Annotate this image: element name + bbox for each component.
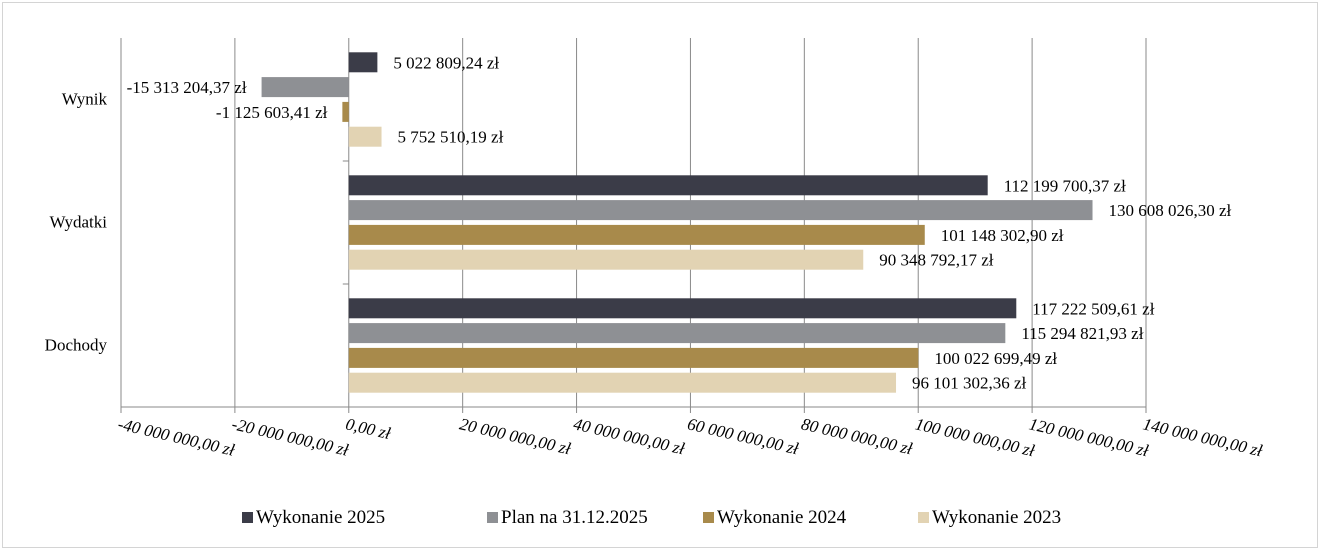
data-label: 100 022 699,49 zł: [934, 349, 1057, 368]
category-label: Dochody: [45, 336, 108, 355]
data-labels: 5 022 809,24 zł -15 313 204,37 zł -1 125 6…: [127, 53, 1232, 392]
bar: [348, 249, 864, 270]
x-tick-label: -20 000 000,00 zł: [230, 414, 351, 460]
data-label: 101 148 302,90 zł: [941, 226, 1064, 245]
bar: [348, 224, 925, 245]
legend-label: Wykonanie 2024: [717, 507, 847, 528]
x-tick-label: 80 000 000,00 zł: [799, 414, 915, 458]
category-label: Wynik: [62, 90, 108, 109]
bar: [348, 323, 1006, 344]
legend: Wykonanie 2025 Plan na 31.12.2025 Wykonani…: [242, 507, 1061, 528]
data-label: 130 608 026,30 zł: [1109, 201, 1232, 220]
bar: [348, 52, 378, 73]
data-label: 112 199 700,37 zł: [1004, 176, 1126, 195]
legend-swatch: [487, 512, 498, 523]
legend-swatch: [918, 512, 929, 523]
x-tick-label: 60 000 000,00 zł: [686, 414, 802, 458]
category-label: Wydatki: [49, 213, 107, 232]
bar: [348, 347, 919, 368]
data-label: -15 313 204,37 zł: [127, 78, 247, 97]
legend-swatch: [242, 512, 253, 523]
bars: [261, 52, 1093, 393]
x-tick-labels: -40 000 000,00 zł-20 000 000,00 zł0,00 z…: [116, 414, 1265, 460]
legend-label: Wykonanie 2025: [256, 507, 385, 528]
data-label: 96 101 302,36 zł: [912, 374, 1027, 393]
gridlines: [120, 38, 1147, 407]
data-label: 5 752 510,19 zł: [398, 128, 504, 147]
bar: [261, 77, 349, 98]
category-labels: Wynik Wydatki Dochody: [45, 90, 108, 355]
legend-swatch: [703, 512, 714, 523]
data-label: -1 125 603,41 zł: [216, 103, 328, 122]
data-label: 115 294 821,93 zł: [1021, 324, 1143, 343]
x-tick-label: 120 000 000,00 zł: [1027, 414, 1151, 460]
x-tick-label: 140 000 000,00 zł: [1141, 414, 1265, 460]
bar: [342, 101, 349, 122]
x-tick-label: 20 000 000,00 zł: [458, 414, 574, 458]
bar: [348, 200, 1093, 221]
bar: [348, 372, 897, 393]
x-tick-label: 100 000 000,00 zł: [913, 414, 1037, 460]
bar: [348, 126, 382, 147]
bar: [348, 175, 988, 196]
bar: [348, 298, 1017, 319]
x-tick-label: 40 000 000,00 zł: [572, 414, 688, 458]
axes: [120, 38, 1147, 413]
data-label: 5 022 809,24 zł: [393, 53, 499, 72]
x-tick-label: -40 000 000,00 zł: [116, 414, 237, 460]
data-label: 90 348 792,17 zł: [879, 251, 994, 270]
x-tick-label: 0,00 zł: [344, 414, 394, 443]
legend-label: Wykonanie 2023: [932, 507, 1061, 528]
data-label: 117 222 509,61 zł: [1032, 299, 1154, 318]
legend-label: Plan na 31.12.2025: [501, 507, 648, 528]
